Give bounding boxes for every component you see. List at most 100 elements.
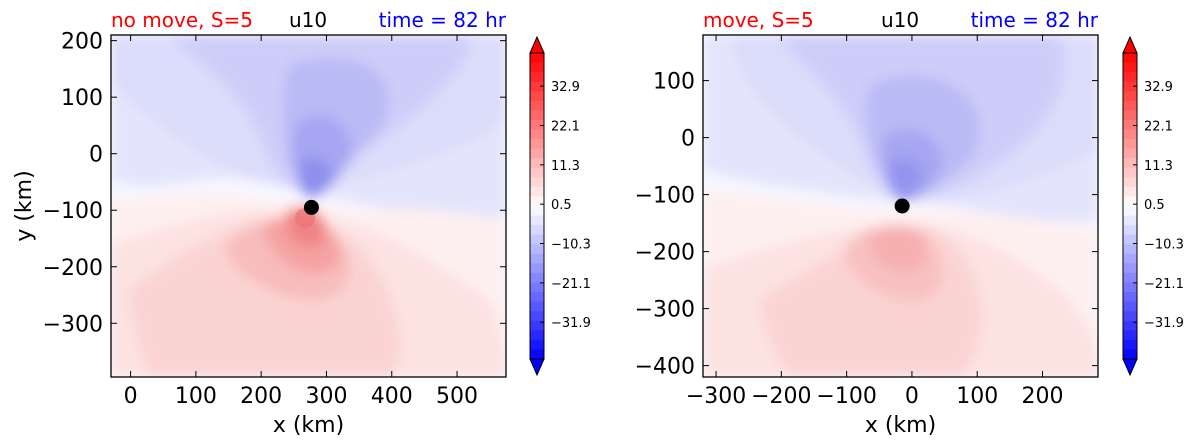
y-tick-label: −200 [635,241,695,266]
colorbar-segment [1123,206,1137,217]
colorbar-segment [1123,349,1137,360]
colorbar-segment [530,206,544,217]
colorbar-segment [1123,311,1137,322]
title-left: move, S=5 [703,8,814,32]
colorbar-tick-label: −21.1 [1144,277,1184,292]
colorbar-segment [530,148,544,159]
colorbar-segment [530,349,544,360]
y-tick-label: 100 [653,70,695,95]
colorbar-segment [530,292,544,303]
colorbar-segment [530,263,544,274]
x-axis-label: x (km) [273,413,344,438]
colorbar-segment [530,110,544,121]
colorbar-segment [530,320,544,331]
colorbar-segment [1123,263,1137,274]
colorbar-segment [530,272,544,284]
colorbar-segment [1123,148,1137,159]
colorbar-segment [1123,234,1137,245]
colorbar-tick-label: −10.3 [1144,238,1184,253]
colorbar-segment [530,330,544,341]
colorbar-segment [530,158,544,169]
colorbar-segment [1123,72,1137,83]
colorbar-segment [1123,110,1137,121]
colorbar-extend-max [529,35,545,54]
colorbar-segment [530,311,544,322]
colorbar-segment [530,339,544,351]
colorbar-segment [1123,339,1137,351]
colorbar-segment [530,177,544,188]
x-axis-label: x (km) [865,413,936,438]
colorbar-tick-label: −21.1 [551,277,591,292]
colorbar-tick-label: 11.3 [1144,159,1173,174]
colorbar-segment [1123,215,1137,226]
y-tick-label: −100 [635,184,695,209]
colorbar-segment [1123,186,1137,198]
colorbar-segment [1123,53,1137,64]
colorbar-extend-max [1122,35,1138,54]
colorbar-segment [1123,301,1137,312]
colorbar-segment [1123,330,1137,341]
colorbar-tick-label: −10.3 [551,238,591,253]
colorbar-segment [530,225,544,236]
colorbar-tick-label: 32.9 [1144,80,1173,95]
panel-move: move, S=5 u10 time = 82 hr −300 −200 −100 0… [635,8,1184,438]
x-tick-label: 0 [124,384,138,409]
colorbar-segment [1123,253,1137,264]
y-tick-label: −100 [43,199,103,224]
colorbar-segment [530,186,544,198]
colorbar-tick-label: −31.9 [551,316,591,331]
x-tick-label: 100 [175,384,217,409]
colorbar-segment [530,100,544,111]
plot-frame [110,34,507,378]
colorbar-segment [1123,62,1137,73]
colorbar-frame [1122,52,1138,360]
panel-no-move: no move, S=5 u10 time = 82 hr [12,8,591,438]
colorbar-segment [530,119,544,131]
title-center: u10 [289,8,327,32]
x-tick-label: −300 [686,384,746,409]
title-center: u10 [881,8,919,32]
colorbar-tick-label: 11.3 [551,159,580,174]
colorbar-tick-label: 0.5 [551,198,572,213]
colorbar-frame [529,52,545,360]
colorbar-segment [1123,282,1137,293]
colorbar-segment [1123,225,1137,236]
y-tick-label: −200 [43,256,103,281]
colorbar-segment [1123,167,1137,178]
x-tick-label: 200 [1022,384,1064,409]
y-tick-label: −400 [635,355,695,380]
title-right: time = 82 hr [971,8,1099,32]
y-tick-label: −300 [635,298,695,323]
colorbar-segment [1123,119,1137,131]
colorbar-segment [1123,272,1137,284]
colorbar-segment [530,234,544,245]
colorbar-segment [1123,129,1137,140]
colorbar-segment [530,81,544,92]
x-tick-label: 100 [956,384,998,409]
colorbar-tick-label: −31.9 [1144,316,1184,331]
title-left: no move, S=5 [111,8,253,32]
y-axis-label: y (km) [12,170,37,241]
colorbar-segment [1123,139,1137,150]
colorbar-segment [530,196,544,207]
colorbar-segment [1123,196,1137,207]
x-tick-label: 400 [371,384,413,409]
colorbar-segment [1123,177,1137,188]
colorbar-segment [1123,320,1137,331]
colorbar-segment [1123,81,1137,92]
x-tick-label: −100 [816,384,876,409]
storm-center-marker [303,199,319,215]
y-tick-label: 200 [61,30,103,55]
colorbar-segment [1123,244,1137,255]
contour-field [111,35,506,377]
colorbar-extend-min [529,358,545,377]
colorbar-segment [530,62,544,73]
colorbar-tick-label: 32.9 [551,80,580,95]
colorbar-segment [1123,158,1137,169]
colorbar-extend-min [1122,358,1138,377]
colorbar-segment [1123,91,1137,102]
colorbar-segment [530,129,544,140]
plot-frame [702,34,1099,378]
colorbar-segment [530,282,544,293]
